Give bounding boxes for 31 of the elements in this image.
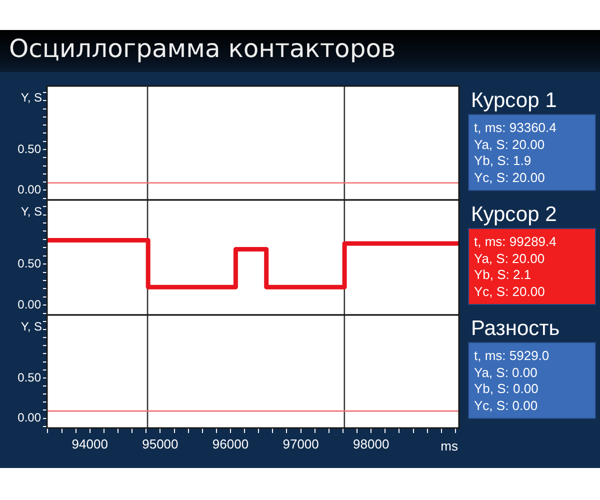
text: t, ms: 5929.0 <box>474 348 550 364</box>
y-tick-label: 0.00 <box>18 297 42 312</box>
text: Yb, S: 1.9 <box>474 153 532 170</box>
text: Курсор 1 <box>470 88 558 114</box>
text: Yc, S: 20.00 <box>474 284 546 300</box>
text: Yc, S: 0.00 <box>474 398 539 414</box>
y-axis-title: Y, S <box>20 204 42 218</box>
y-axis-title: Y, S <box>20 90 42 104</box>
chart-title: Осциллограмма контакторов <box>9 34 396 65</box>
text: Ya, S: 20.00 <box>474 250 546 267</box>
y-axis-title: Y, S <box>20 319 42 334</box>
x-tick-label: 98000 <box>353 436 390 452</box>
y-tick-label: 0.00 <box>18 182 42 197</box>
text: Разность <box>470 316 561 342</box>
y-tick-label: 0.50 <box>18 256 42 270</box>
x-tick-label: 96000 <box>212 436 249 452</box>
x-tick-label: 95000 <box>142 436 178 452</box>
text: Ya, S: 0.00 <box>474 364 538 381</box>
text: t, ms: 99289.4 <box>474 234 558 250</box>
y-tick-label: 0.50 <box>18 142 42 156</box>
text: Курсор 2 <box>470 202 558 228</box>
x-tick-label: 97000 <box>282 436 319 452</box>
text: Yb, S: 0.00 <box>474 381 540 398</box>
y-tick-label: 0.00 <box>18 410 42 425</box>
text: Yb, S: 2.1 <box>474 267 532 284</box>
text: t, ms: 93360.4 <box>474 120 558 136</box>
x-axis-title: ms <box>440 438 458 454</box>
text: Yc, S: 20.00 <box>474 170 546 186</box>
text: Ya, S: 20.00 <box>474 136 546 153</box>
x-tick-label: 94000 <box>72 436 108 452</box>
y-tick-label: 0.50 <box>18 370 42 384</box>
